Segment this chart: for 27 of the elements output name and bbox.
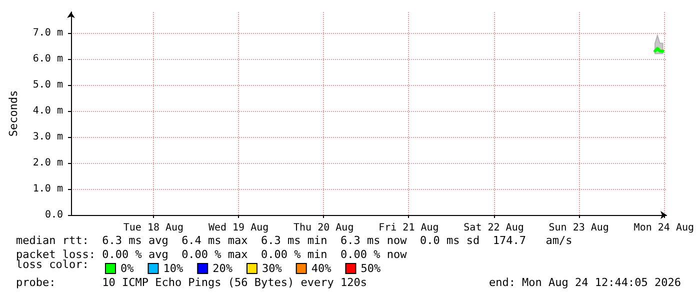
text: packet loss: 0.00 % avg 0.00 % max 0.00 % min 0.00 % now — [16, 248, 408, 261]
y-tick-label: 0.0 — [44, 210, 63, 220]
legend-label: 0% — [120, 262, 134, 275]
x-tick-label: Wed 19 Aug — [208, 222, 269, 234]
legend-label: 40% — [311, 262, 332, 275]
text: median rtt: 6.3 ms avg 6.4 ms max 6.3 ms min 6.3 ms now 0.0 ms sd 174.7 am/s — [16, 234, 572, 247]
y-tick-label: 4.0 m — [32, 105, 63, 116]
x-tick-label: Sun 23 Aug — [548, 222, 609, 234]
y-tick-label: 3.0 m — [32, 131, 63, 142]
y-tick-label: 2.0 m — [32, 157, 63, 168]
x-tick-label: Tue 18 Aug — [123, 222, 184, 234]
x-tick-label: Thu 20 Aug — [294, 222, 354, 234]
legend-label: 30% — [262, 262, 282, 275]
x-tick-label: Sat 22 Aug — [464, 222, 524, 234]
legend-title: loss color: — [16, 258, 89, 271]
x-tick-label: Fri 21 Aug — [378, 222, 439, 234]
text: end: Mon Aug 24 12:44:05 2026 — [488, 276, 682, 289]
y-tick-label: 6.0 m — [32, 53, 63, 64]
y-tick-label: 5.0 m — [32, 79, 63, 90]
legend-label: 50% — [360, 262, 381, 275]
y-tick-label: 1.0 m — [32, 183, 63, 194]
y-axis-title: Seconds — [7, 90, 20, 137]
text: probe: 10 ICMP Echo Pings (56 Bytes) every 120s — [16, 276, 367, 289]
x-tick-label: Mon 24 Aug — [634, 222, 694, 234]
y-tick-label: 7.0 m — [32, 27, 63, 38]
legend-label: 20% — [212, 262, 233, 275]
legend-label: 10% — [163, 262, 184, 275]
